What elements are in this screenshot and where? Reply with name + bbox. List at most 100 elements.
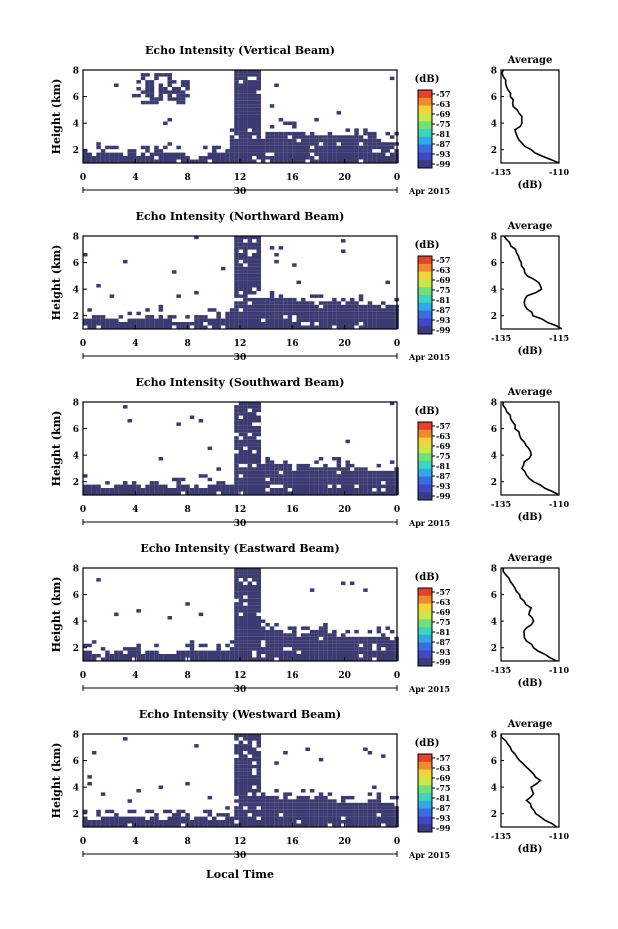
echo-cell — [287, 142, 293, 146]
echo-cell — [149, 816, 155, 821]
echo-cell — [269, 626, 275, 630]
echo-cell — [131, 809, 137, 814]
echo-cell — [260, 142, 266, 146]
echo-cell — [363, 145, 368, 150]
echo-cell — [247, 405, 253, 409]
echo-cell — [327, 820, 333, 824]
echo-cell — [225, 325, 230, 329]
echo-cell — [207, 654, 213, 658]
echo-cell — [114, 318, 119, 323]
echo-cell — [158, 93, 164, 98]
echo-cell — [114, 145, 119, 150]
echo-cell — [100, 318, 106, 323]
echo-cell — [149, 484, 155, 489]
echo-cell — [234, 142, 239, 146]
echo-cell — [229, 654, 235, 658]
echo-cell — [301, 304, 306, 309]
echo-cell — [109, 322, 115, 326]
echo-cell — [91, 654, 97, 658]
echo-cell — [87, 654, 92, 658]
echo-cell — [243, 304, 248, 309]
echo-cell — [256, 69, 261, 74]
echo-cell — [274, 470, 279, 475]
echo-cell — [220, 650, 226, 655]
echo-cell — [252, 460, 257, 464]
echo-cell — [123, 820, 128, 824]
echo-cell — [372, 474, 377, 478]
echo-cell — [305, 315, 310, 319]
echo-cell — [252, 733, 257, 738]
echo-cell — [243, 76, 248, 81]
echo-cell — [252, 629, 257, 634]
colorbar-segment — [418, 422, 432, 431]
echo-cell — [163, 657, 168, 661]
echo-cell — [252, 764, 257, 769]
echo-cell — [96, 322, 101, 326]
echo-cell — [332, 636, 337, 641]
echo-cell — [256, 761, 261, 765]
echo-cell — [354, 809, 359, 814]
echo-cell — [238, 322, 244, 326]
echo-cell — [229, 308, 235, 312]
echo-cell — [327, 159, 333, 163]
echo-cell — [127, 816, 132, 821]
echo-cell — [301, 463, 306, 468]
echo-cell — [131, 484, 137, 489]
echo-cell — [367, 751, 373, 755]
echo-cell — [140, 820, 146, 824]
echo-cell — [145, 145, 150, 150]
echo-cell — [376, 488, 382, 492]
echo-cell — [234, 792, 239, 796]
echo-cell — [105, 816, 110, 821]
echo-cell — [243, 270, 248, 274]
echo-cell — [140, 657, 146, 661]
echo-cell — [238, 118, 244, 122]
echo-cell — [381, 145, 386, 150]
echo-cell — [389, 643, 395, 648]
echo-cell — [332, 301, 337, 305]
echo-cell — [140, 73, 146, 77]
echo-cell — [194, 315, 199, 319]
echo-cell — [176, 294, 181, 298]
echo-cell — [372, 304, 377, 309]
echo-cell — [247, 415, 253, 419]
echo-cell — [243, 135, 248, 139]
echo-cell — [265, 156, 270, 160]
echo-cell — [327, 308, 333, 312]
echo-cell — [372, 477, 377, 482]
echo-cell — [349, 470, 355, 475]
echo-cell — [323, 311, 328, 316]
echo-cell — [252, 453, 257, 457]
echo-cell — [247, 647, 253, 651]
echo-cell — [283, 820, 288, 824]
profile-title: Average — [507, 387, 553, 398]
echo-cell — [332, 138, 337, 143]
echo-cell — [234, 588, 239, 592]
colorbar-tick-label: -99 — [436, 823, 451, 833]
echo-cell — [234, 813, 239, 817]
echo-cell — [341, 315, 346, 319]
echo-cell — [247, 80, 253, 84]
echo-cell — [114, 488, 119, 492]
echo-cell — [207, 477, 213, 482]
echo-cell — [287, 463, 293, 468]
echo-cell — [372, 806, 377, 810]
echo-cell — [256, 578, 261, 582]
echo-cell — [367, 159, 373, 163]
echo-cell — [341, 467, 346, 471]
echo-cell — [341, 820, 346, 824]
echo-cell — [131, 823, 137, 827]
echo-cell — [296, 640, 301, 644]
echo-cell — [363, 474, 368, 478]
echo-cell — [274, 304, 279, 309]
y-tick-label: 4 — [73, 618, 79, 628]
echo-cell — [358, 820, 364, 824]
echo-cell — [323, 308, 328, 312]
echo-cell — [234, 242, 239, 247]
x-tick-label: 0 — [394, 505, 400, 515]
echo-cell — [376, 304, 382, 309]
y-axis-label: Height (km) — [50, 245, 63, 321]
y-tick-label: 8 — [73, 233, 79, 243]
echo-cell — [269, 823, 275, 827]
echo-cell — [247, 87, 253, 91]
